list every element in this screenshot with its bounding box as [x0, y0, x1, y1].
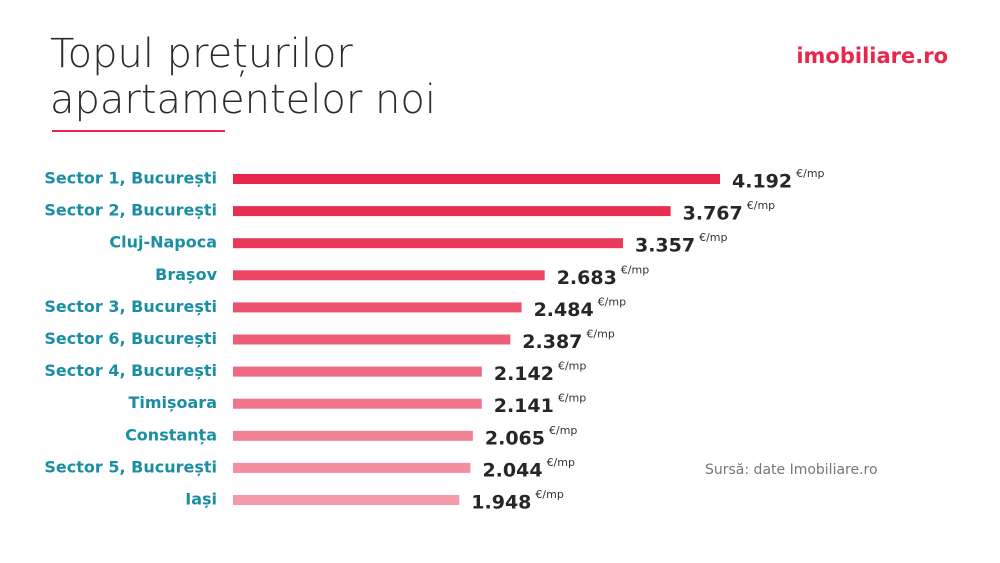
unit-label: €/mp	[586, 328, 614, 341]
unit-label: €/mp	[598, 295, 626, 308]
title-line: Topul prețurilor	[50, 31, 353, 77]
value-label: 2.044	[482, 459, 542, 481]
unit-label: €/mp	[547, 456, 575, 469]
bar	[233, 495, 460, 505]
bar	[233, 462, 471, 473]
category-label: Constanța	[125, 425, 217, 444]
category-label: Iași	[185, 490, 217, 509]
unit-label: €/mp	[549, 424, 577, 437]
unit-label: €/mp	[621, 263, 649, 276]
value-label: 2.484	[534, 299, 594, 321]
bar	[233, 174, 720, 184]
unit-label: €/mp	[747, 199, 775, 212]
category-label: Timișoara	[128, 393, 217, 412]
value-label: 2.141	[494, 395, 554, 417]
value-label: 2.065	[485, 427, 545, 449]
category-label: Brașov	[155, 265, 217, 284]
bar	[233, 302, 522, 313]
category-label: Sector 1, București	[44, 169, 217, 188]
bar	[233, 238, 623, 249]
value-label: 2.683	[557, 267, 617, 289]
value-label: 3.767	[683, 203, 743, 225]
bar	[233, 270, 545, 281]
value-label: 2.387	[522, 331, 582, 353]
value-label: 3.357	[635, 235, 695, 257]
category-label: Sector 4, București	[44, 361, 217, 380]
bar	[233, 206, 671, 217]
unit-label: €/mp	[796, 167, 824, 180]
value-label: 2.142	[494, 363, 554, 385]
bar	[233, 398, 482, 409]
value-label: 1.948	[471, 492, 531, 514]
category-label: Sector 2, București	[44, 201, 217, 220]
category-label: Sector 3, București	[44, 297, 217, 316]
value-label: 4.192	[732, 171, 792, 193]
category-label: Sector 5, București	[44, 457, 217, 476]
unit-label: €/mp	[535, 488, 563, 501]
unit-label: €/mp	[558, 392, 586, 405]
unit-label: €/mp	[699, 231, 727, 244]
category-label: Sector 6, București	[44, 329, 217, 348]
brand-logo: imobiliare.ro	[796, 44, 948, 68]
bar	[233, 430, 473, 441]
bar	[233, 334, 511, 345]
source-note: Sursă: date Imobiliare.ro	[705, 462, 878, 478]
bar	[233, 366, 482, 377]
category-label: Cluj-Napoca	[109, 233, 217, 252]
title-line: apartamentelor noi	[50, 77, 436, 123]
unit-label: €/mp	[558, 360, 586, 373]
